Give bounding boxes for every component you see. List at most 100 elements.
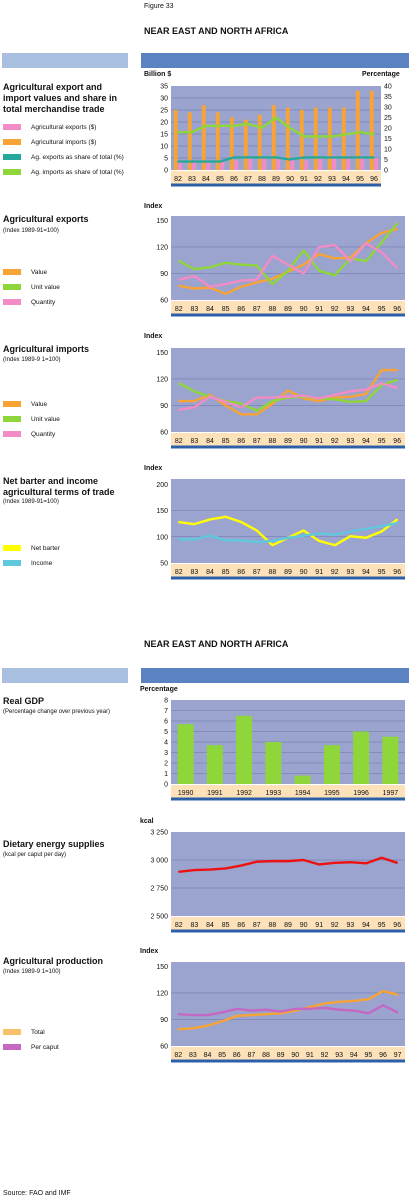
data-point [287,389,289,392]
x-tick-label: 95 [378,569,386,576]
data-point [178,521,180,523]
bar [327,107,332,170]
x-tick-label: 82 [175,438,183,445]
data-point [349,535,352,538]
x-tick-label: 1993 [266,790,282,797]
x-tick-label: 96 [370,176,378,183]
x-tick-label: 94 [350,1052,358,1059]
x-tick-label: 88 [258,176,266,183]
data-point [261,127,263,129]
data-point [396,518,398,521]
x-tick-label: 85 [222,306,230,313]
data-point [236,1008,238,1010]
data-point [334,398,336,401]
legend-quantity: Quantity [3,299,55,307]
bar [276,158,281,170]
x-tick-label: 87 [253,569,261,576]
data-point [349,390,352,393]
data-point [191,160,193,163]
data-point [345,156,347,159]
legend-swatch [3,560,21,567]
header-band-right [141,53,409,68]
data-point [192,1014,194,1016]
x-axis-strip [171,785,405,799]
legend-swatch [3,154,21,161]
panel3-subtitle: (Index 1989-9 1=100) [3,357,61,363]
x-tick-label: 97 [394,1052,402,1059]
x-tick-label: 1997 [383,790,399,797]
data-point [380,232,383,234]
x-tick-label: 85 [222,569,230,576]
data-point [365,528,367,530]
data-point [224,867,227,870]
header-band-right-2 [141,668,409,683]
data-point [287,860,289,862]
panel2-unit: Index [144,203,163,210]
legend-label: Net barter [31,545,60,552]
legend-ag-exports-share: Ag. exports as share of total (%) [3,154,124,162]
x-tick-label: 84 [206,569,214,576]
data-point [271,544,274,546]
y-tick-label: 100 [156,534,168,541]
bar [294,775,311,784]
x-tick-label: 91 [315,569,323,576]
data-point [302,397,305,400]
bar [220,160,225,170]
bar [355,90,360,170]
x-tick-label: 86 [230,176,238,183]
series-line [178,989,398,1031]
data-point [396,379,398,381]
x-tick-label: 86 [233,1052,241,1059]
data-point [318,863,320,866]
bar [178,160,183,170]
data-point [271,860,274,862]
data-point [318,270,320,272]
data-point [206,1014,209,1016]
data-point [294,1009,297,1012]
data-point [178,409,180,411]
data-point [256,396,258,399]
x-tick-label: 96 [393,569,401,576]
bar [236,715,253,784]
data-point [302,249,305,252]
data-point [209,868,211,871]
legend-swatch [3,169,21,176]
bar [346,155,351,170]
panel5-subtitle: (Percentage change over previous year) [3,709,111,715]
data-point [303,156,305,159]
data-point [334,862,336,864]
data-point [338,1008,340,1011]
x-tick-label: 92 [314,176,322,183]
legend-label: Ag. exports as share of total (%) [31,154,124,161]
data-point [219,125,221,127]
bar [257,114,262,170]
data-point [365,388,367,391]
x-tick-label: 90 [300,569,308,576]
bar [353,731,370,784]
y-tick-label: 50 [160,561,168,568]
x-tick-label: 82 [174,1052,182,1059]
x-tick-label: 1996 [353,790,369,797]
legend-swatch [3,124,21,131]
data-point [318,400,320,402]
x-tick-label: 88 [269,922,277,929]
data-point [359,156,361,159]
bar [313,107,318,170]
data-point [271,396,274,399]
bar [332,155,337,170]
data-point [271,254,274,257]
data-point [193,287,196,290]
data-point [177,1013,180,1015]
data-point [359,131,361,133]
bar [262,158,267,170]
panel1-title-line: Agricultural export and [3,82,103,92]
x-tick-label: 83 [189,1052,197,1059]
x-tick-label: 93 [335,1052,343,1059]
data-point [287,395,289,398]
data-point [331,156,333,159]
data-point [271,283,274,285]
panel2-title: Agricultural exports [3,214,89,224]
y-tick-label: 3 000 [150,858,168,865]
x-tick-label: 89 [284,438,292,445]
data-point [349,861,352,864]
